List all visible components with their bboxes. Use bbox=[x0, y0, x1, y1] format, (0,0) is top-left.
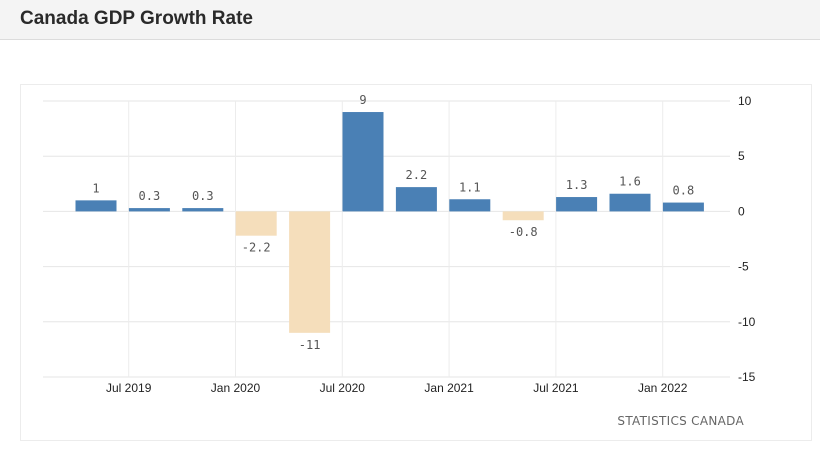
bar[interactable] bbox=[75, 200, 117, 212]
x-tick-label: Jan 2022 bbox=[638, 381, 688, 395]
data-label: 1 bbox=[92, 181, 99, 195]
bar[interactable] bbox=[395, 187, 437, 212]
y-tick-label: -10 bbox=[738, 315, 756, 329]
bars-layer bbox=[75, 112, 704, 333]
bar[interactable] bbox=[609, 193, 651, 212]
y-tick-label: 10 bbox=[738, 94, 752, 108]
data-label: -0.8 bbox=[509, 225, 538, 239]
bar[interactable] bbox=[556, 197, 598, 212]
x-tick-label: Jan 2020 bbox=[211, 381, 261, 395]
bar[interactable] bbox=[289, 211, 331, 333]
x-tick-label: Jan 2021 bbox=[424, 381, 474, 395]
y-tick-label: -15 bbox=[738, 370, 756, 384]
bar[interactable] bbox=[502, 211, 544, 221]
bar[interactable] bbox=[662, 202, 704, 212]
data-label: 2.2 bbox=[406, 168, 428, 182]
data-labels-layer: 1 0.3 0.3 -2.2 -11 9 2.2 1.1 -0.8 1.3 1.6 0.8 bbox=[92, 93, 694, 352]
bar[interactable] bbox=[342, 112, 384, 212]
y-tick-label: -5 bbox=[738, 260, 749, 274]
data-label: 0.3 bbox=[139, 189, 161, 203]
bar[interactable] bbox=[449, 199, 491, 212]
grid-layer bbox=[43, 100, 730, 378]
source-label: STATISTICS CANADA bbox=[617, 414, 744, 428]
data-label: -2.2 bbox=[242, 241, 271, 255]
data-label: 1.6 bbox=[619, 175, 641, 189]
x-tick-label: Jul 2020 bbox=[320, 381, 366, 395]
data-label: -11 bbox=[299, 338, 321, 352]
y-axis-ticks: 10 5 0 -5 -10 -15 bbox=[738, 94, 756, 384]
chart-header: Canada GDP Growth Rate bbox=[0, 0, 820, 40]
bar[interactable] bbox=[235, 211, 277, 236]
bar[interactable] bbox=[182, 208, 224, 212]
data-label: 1.3 bbox=[566, 178, 588, 192]
y-tick-label: 0 bbox=[738, 204, 745, 218]
y-tick-label: 5 bbox=[738, 149, 745, 163]
x-axis-ticks: Jul 2019 Jan 2020 Jul 2020 Jan 2021 Jul 2021… bbox=[106, 381, 688, 395]
page-title: Canada GDP Growth Rate bbox=[20, 8, 253, 29]
x-tick-label: Jul 2021 bbox=[533, 381, 579, 395]
bar[interactable] bbox=[128, 208, 170, 212]
x-tick-label: Jul 2019 bbox=[106, 381, 152, 395]
chart-card bbox=[20, 84, 812, 441]
data-label: 1.1 bbox=[459, 180, 481, 194]
data-label: 0.3 bbox=[192, 189, 214, 203]
data-label: 9 bbox=[359, 93, 366, 107]
data-label: 0.8 bbox=[673, 184, 695, 198]
